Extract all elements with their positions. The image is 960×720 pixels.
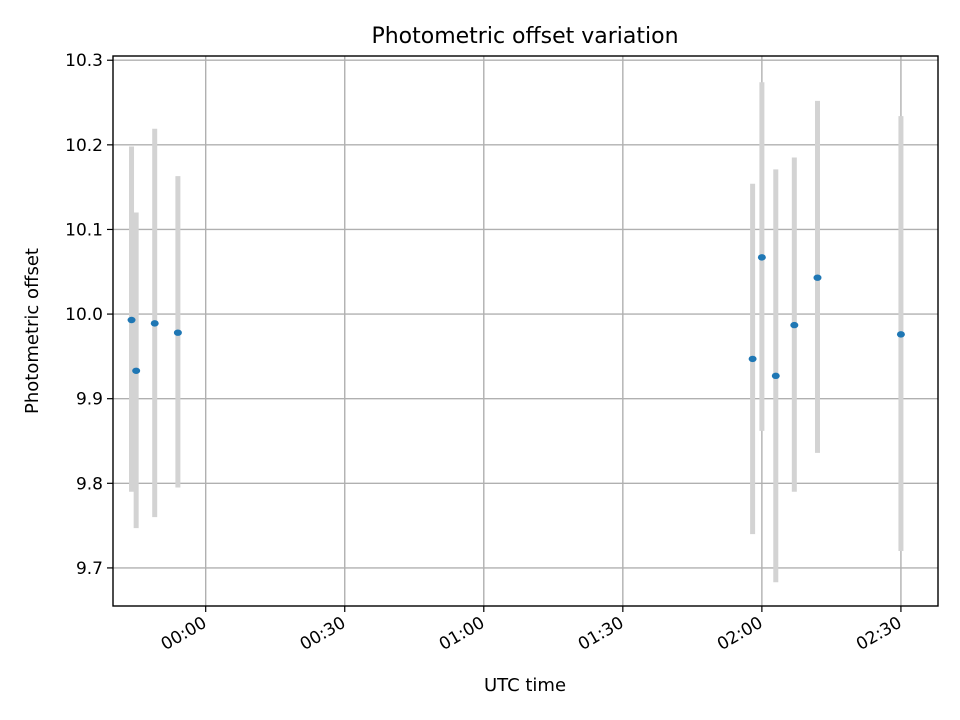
data-point xyxy=(132,367,141,374)
x-tick-label: 02:30 xyxy=(853,613,905,655)
plot-frame xyxy=(112,55,939,607)
y-axis-ticks: 9.7 9.8 9.9 10.0 10.1 10.2 10.3 xyxy=(65,51,113,579)
y-axis-label: Photometric offset xyxy=(22,248,43,414)
data-points xyxy=(127,254,905,380)
data-point xyxy=(771,372,780,380)
data-point xyxy=(790,321,799,329)
data-point xyxy=(173,329,182,336)
y-tick-label: 10.0 xyxy=(65,305,103,325)
x-axis-ticks: 00:00 00:30 01:00 01:30 02:00 02:30 xyxy=(158,606,905,655)
data-point xyxy=(757,254,766,261)
error-bars xyxy=(129,82,904,583)
x-tick-label: 02:00 xyxy=(714,613,766,655)
data-point xyxy=(896,331,905,338)
y-tick-label: 9.9 xyxy=(76,390,103,410)
data-point xyxy=(748,355,757,363)
data-point xyxy=(150,320,159,327)
x-tick-label: 01:30 xyxy=(575,613,627,655)
data-point xyxy=(813,274,822,281)
y-tick-label: 9.8 xyxy=(76,474,103,494)
y-tick-label: 10.1 xyxy=(65,220,103,240)
x-tick-label: 00:30 xyxy=(297,613,349,655)
y-tick-label: 10.2 xyxy=(65,136,103,156)
grid-lines xyxy=(113,56,938,606)
y-tick-label: 9.7 xyxy=(76,559,103,579)
x-tick-label: 01:00 xyxy=(436,613,488,655)
data-point xyxy=(127,316,136,324)
x-axis-label: UTC time xyxy=(484,675,566,696)
x-tick-label: 00:00 xyxy=(158,613,210,655)
y-tick-label: 10.3 xyxy=(65,51,103,71)
chart-title: Photometric offset variation xyxy=(371,24,678,49)
